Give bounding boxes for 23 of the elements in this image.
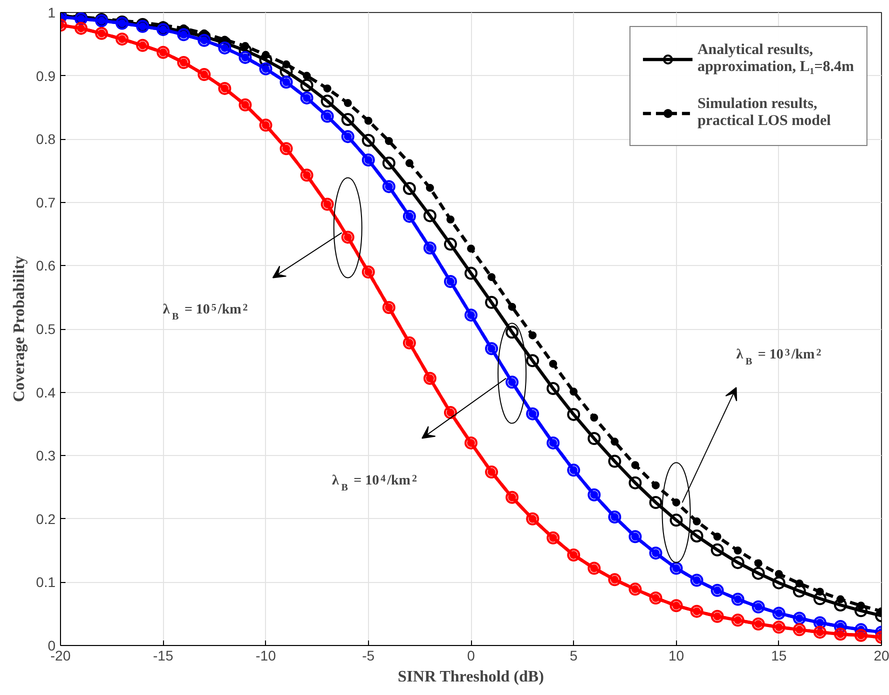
y-tick-label: 0.1	[36, 574, 56, 590]
x-tick-label: -5	[362, 648, 375, 664]
y-tick-label: 0	[48, 638, 56, 654]
y-tick-label: 0.2	[36, 510, 56, 527]
x-tick-label: -15	[153, 648, 174, 664]
y-tick-label: 0.7	[36, 194, 56, 210]
legend-label: Simulation results, practical LOS model	[697, 95, 831, 131]
x-tick-label: 0	[467, 648, 476, 664]
x-tick-label: 5	[570, 648, 578, 664]
y-tick-label: 0.3	[36, 448, 56, 464]
x-tick-label: -10	[256, 648, 276, 664]
legend-label: Analytical results, approximation, L₁=8.4m	[697, 41, 854, 77]
y-tick-label: 0.5	[36, 321, 56, 337]
y-tick-label: 0.9	[36, 68, 56, 84]
y-tick-label: 1	[48, 4, 56, 20]
y-axis-title: Coverage Probability	[11, 256, 28, 402]
y-tick-label: 0.4	[36, 384, 56, 400]
x-axis-title: SINR Threshold (dB)	[398, 668, 544, 686]
x-tick-label: 10	[668, 648, 684, 664]
x-tick-label: 15	[771, 648, 787, 664]
y-tick-label: 0.8	[36, 131, 56, 148]
x-tick-label: 20	[874, 648, 889, 664]
y-tick-label: 0.6	[36, 258, 56, 274]
